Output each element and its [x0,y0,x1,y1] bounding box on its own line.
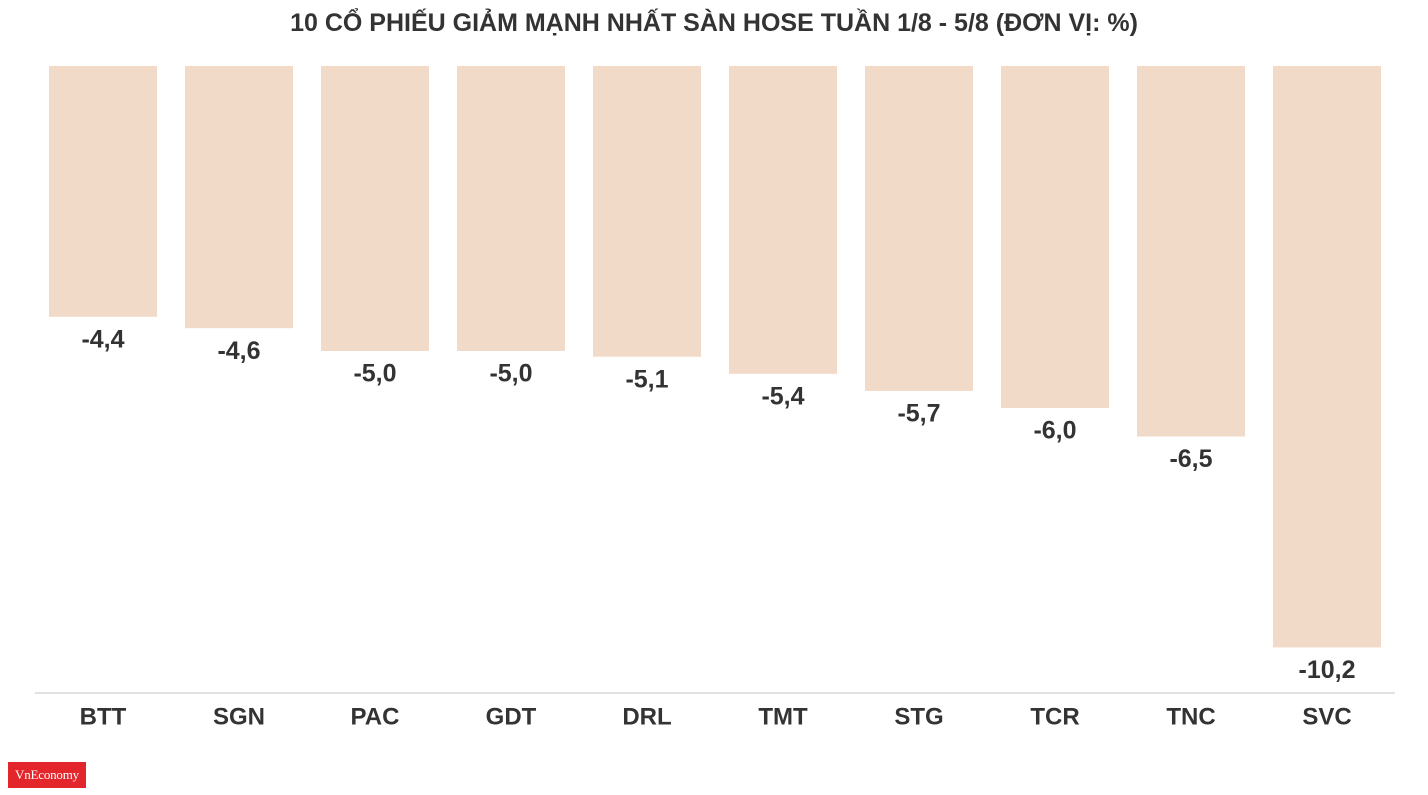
category-label-pac: PAC [351,703,400,730]
bar-drl [593,66,701,357]
bar-sgn [185,66,293,329]
category-label-sgn: SGN [213,703,265,730]
bar-tnc [1137,66,1245,437]
value-label-sgn: -4,6 [217,337,260,365]
value-label-stg: -5,7 [897,400,940,428]
category-label-drl: DRL [622,703,671,730]
bar-gdt [457,66,565,351]
value-label-tmt: -5,4 [761,382,804,410]
category-label-btt: BTT [80,703,127,730]
bar-stg [865,66,973,391]
value-label-pac: -5,0 [353,360,396,388]
category-label-tnc: TNC [1166,703,1215,730]
category-labels-group: BTT SGN PAC GDT DRL TMT STG TCR TNC SVC [80,703,1352,730]
category-label-stg: STG [894,703,943,730]
value-label-gdt: -5,0 [489,360,532,388]
category-label-tcr: TCR [1030,703,1079,730]
value-label-svc: -10,2 [1299,656,1356,684]
bar-svc [1273,66,1381,648]
value-label-drl: -5,1 [625,365,668,393]
value-labels-group: -4,4 -4,6 -5,0 -5,0 -5,1 -5,4 -5,7 -6,0 -6,5 -10,… [81,325,1355,684]
bar-btt [49,66,157,317]
category-label-tmt: TMT [758,703,808,730]
bars-group [49,66,1381,648]
category-label-gdt: GDT [486,703,537,730]
vneconomy-logo: VnEconomy [8,762,86,788]
value-label-tnc: -6,5 [1169,445,1212,473]
bar-tcr [1001,66,1109,408]
value-label-tcr: -6,0 [1033,417,1076,445]
bar-pac [321,66,429,351]
value-label-btt: -4,4 [81,325,124,353]
category-label-svc: SVC [1302,703,1351,730]
logo-text: VnEconomy [15,767,79,782]
bar-tmt [729,66,837,374]
chart-title: 10 CỔ PHIẾU GIẢM MẠNH NHẤT SÀN HOSE TUẦN… [290,9,1138,37]
